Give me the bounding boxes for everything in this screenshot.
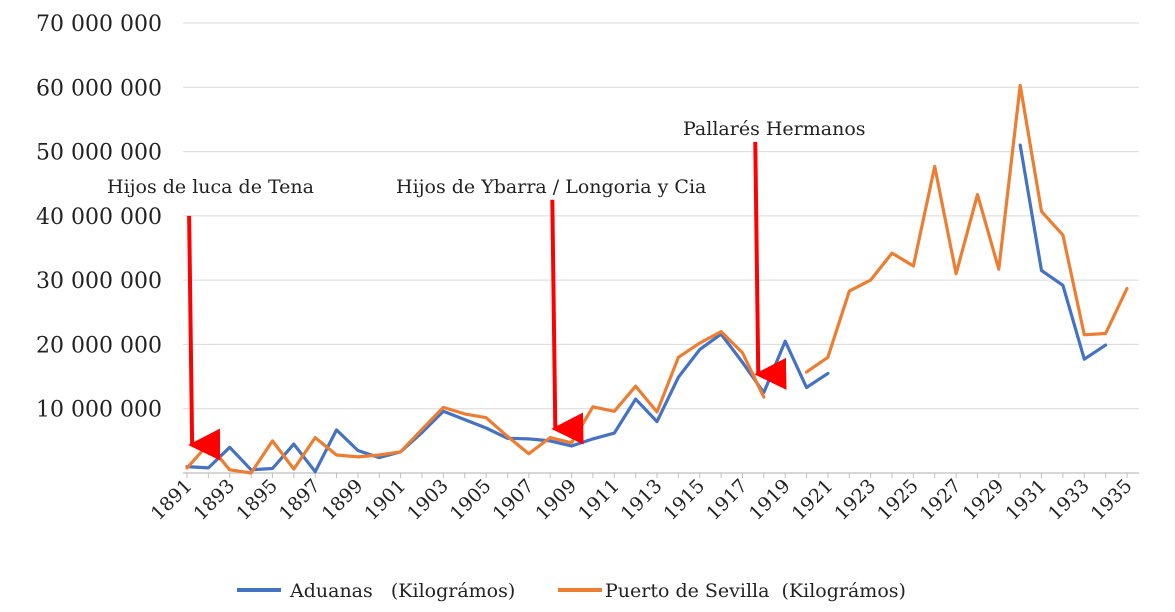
x-axis-tick-labels: 1891189318951897189919011903190519071909… — [147, 475, 1137, 525]
x-tick-label: 1919 — [745, 475, 795, 525]
legend-label: Aduanas (Kilográmos) — [289, 580, 515, 602]
y-tick-label: 20 000 000 — [36, 333, 162, 358]
x-tick-label: 1909 — [531, 475, 581, 525]
x-tick-label: 1927 — [916, 475, 966, 525]
x-tick-label: 1907 — [489, 475, 539, 525]
x-tick-label: 1931 — [1001, 475, 1051, 525]
annotation-label: Hijos de luca de Tena — [107, 176, 314, 198]
x-tick-label: 1925 — [873, 475, 923, 525]
y-tick-label: 50 000 000 — [36, 141, 162, 166]
y-tick-label: 70 000 000 — [36, 12, 162, 37]
x-tick-label: 1933 — [1044, 475, 1094, 525]
x-tick-label: 1935 — [1087, 475, 1137, 525]
x-tick-label: 1891 — [147, 475, 197, 525]
x-tick-label: 1923 — [830, 475, 880, 525]
annotation-arrow — [753, 141, 787, 390]
y-axis-tick-labels: 70 000 000 60 000 000 50 000 000 40 000 000… — [36, 12, 162, 423]
x-tick-label: 1893 — [190, 475, 240, 525]
x-tick-label: 1899 — [318, 475, 368, 525]
x-tick-label: 1917 — [702, 475, 752, 525]
y-tick-label: 30 000 000 — [36, 269, 162, 294]
series-line-puerto-de-sevilla — [185, 83, 1129, 475]
x-tick-label: 1903 — [403, 475, 453, 525]
x-tick-label: 1911 — [574, 475, 624, 525]
annotation-label: Pallarés Hermanos — [683, 118, 866, 140]
x-tick-label: 1913 — [617, 475, 667, 525]
x-tick-label: 1915 — [660, 475, 710, 525]
annotation-arrow — [187, 215, 221, 461]
gridlines — [183, 22, 1139, 410]
x-tick-label: 1901 — [360, 475, 410, 525]
y-tick-label: 10 000 000 — [36, 398, 162, 423]
x-tick-label: 1905 — [446, 475, 496, 525]
legend-label: Puerto de Sevilla (Kilográmos) — [605, 580, 906, 602]
x-tick-label: 1897 — [275, 475, 325, 525]
legend: Aduanas (Kilográmos) Puerto de Sevilla (K… — [237, 580, 906, 602]
annotation-label: Hijos de Ybarra / Longoria y Cia — [396, 176, 706, 198]
annotations: Hijos de luca de Tena Hijos de Ybarra / L… — [107, 118, 866, 461]
x-tick-label: 1929 — [959, 475, 1009, 525]
y-tick-label: 40 000 000 — [36, 205, 162, 230]
y-tick-label: 60 000 000 — [36, 76, 162, 101]
x-tick-label: 1895 — [232, 475, 282, 525]
x-tick-label: 1921 — [788, 475, 838, 525]
x-axis — [183, 472, 1139, 478]
series-lines — [185, 83, 1129, 475]
annotation-arrow — [550, 199, 584, 445]
